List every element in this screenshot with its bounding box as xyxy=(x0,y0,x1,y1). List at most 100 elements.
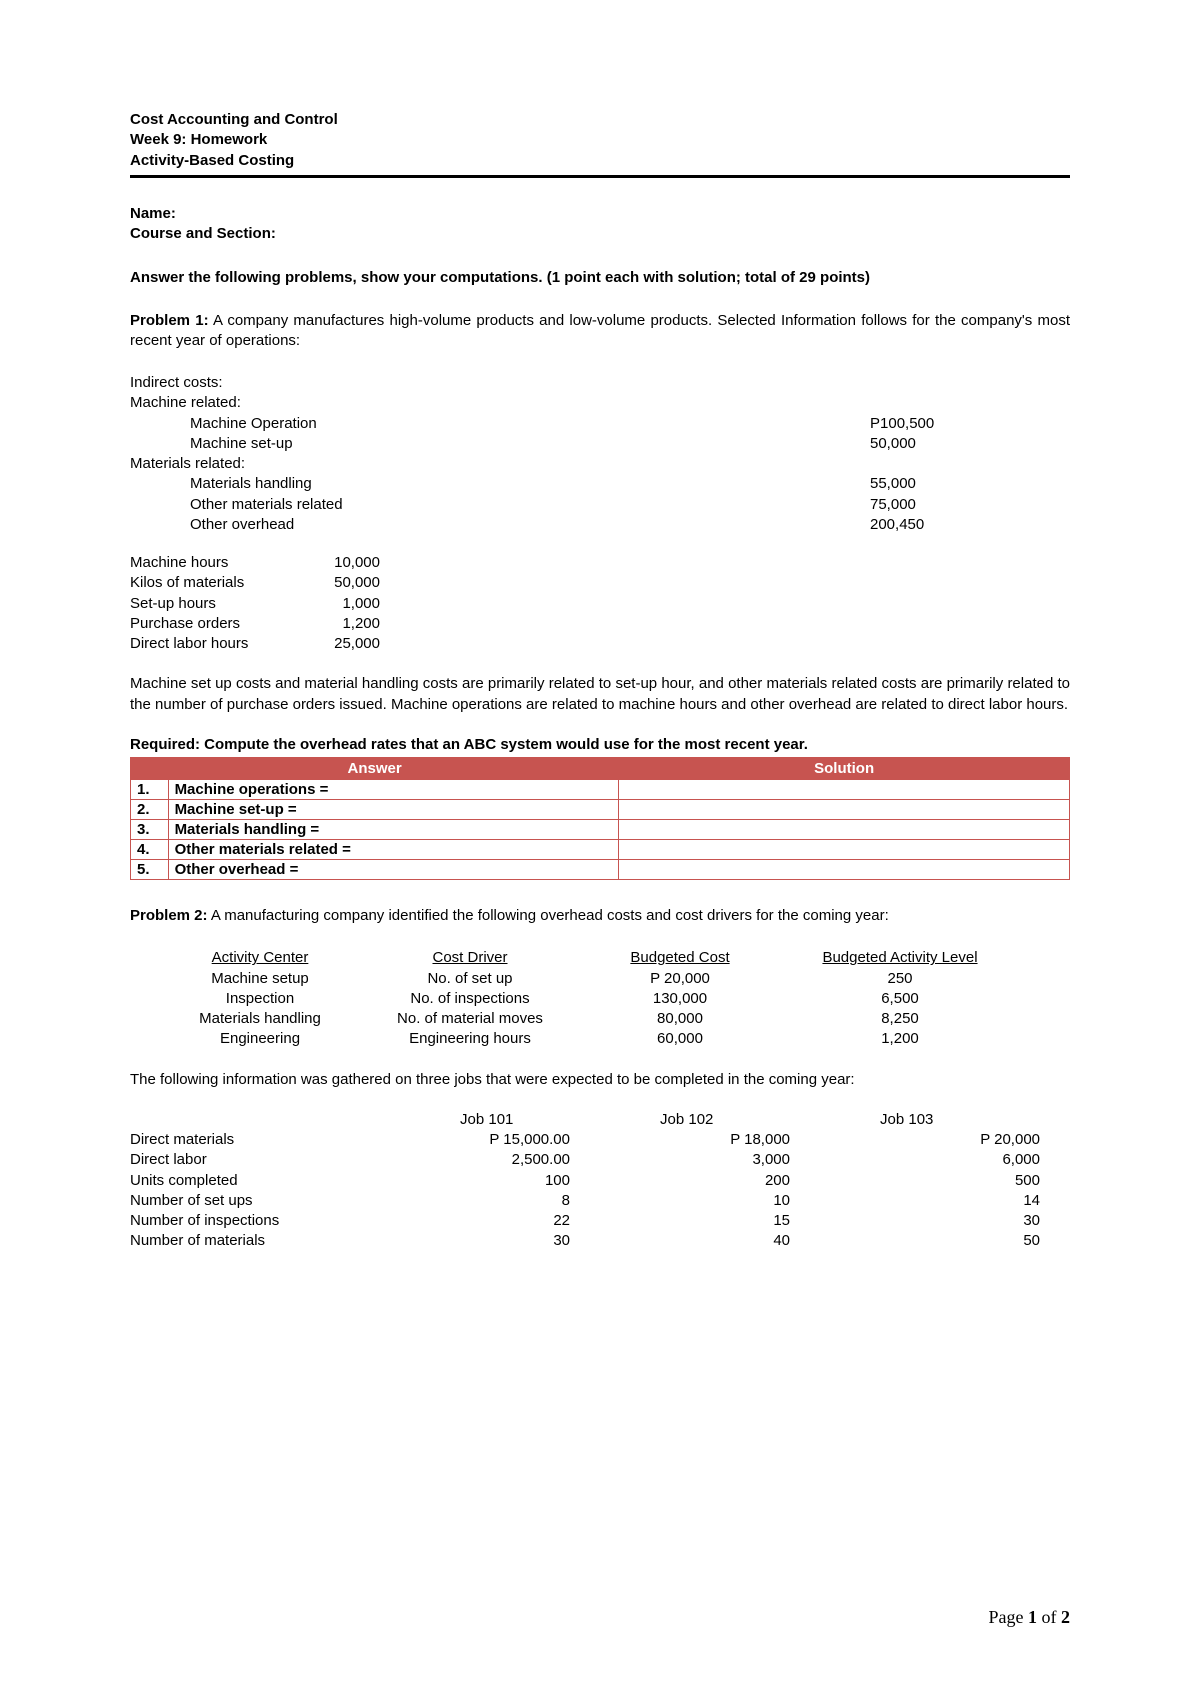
row-answer: Machine set-up = xyxy=(168,800,619,820)
page-footer: Page 1 of 2 xyxy=(989,1607,1071,1628)
problem2-jobs-intro: The following information was gathered o… xyxy=(130,1070,1070,1090)
cost-label: Materials handling xyxy=(130,474,870,494)
p2-cost: 60,000 xyxy=(580,1029,780,1049)
jobs-v2: 200 xyxy=(600,1171,820,1191)
row-num: 1. xyxy=(131,780,169,800)
jobs-h2: Job 102 xyxy=(600,1110,820,1130)
drivers-table: Machine hours 10,000 Kilos of materials … xyxy=(130,553,1070,654)
driver-row: Purchase orders 1,200 xyxy=(130,614,1070,634)
p2-center: Machine setup xyxy=(160,969,360,989)
cost-row-machine-setup: Machine set-up 50,000 xyxy=(130,434,1070,454)
p2-level: 250 xyxy=(780,969,1020,989)
p2-level: 8,250 xyxy=(780,1009,1020,1029)
p2-center: Materials handling xyxy=(160,1009,360,1029)
driver-value: 10,000 xyxy=(300,553,380,573)
row-num: 2. xyxy=(131,800,169,820)
p2-cost: P 20,000 xyxy=(580,969,780,989)
jobs-data-row: Number of set ups 8 10 14 xyxy=(130,1191,1070,1211)
row-answer: Materials handling = xyxy=(168,820,619,840)
jobs-table: Job 101 Job 102 Job 103 Direct materials… xyxy=(130,1110,1070,1252)
jobs-v3: 50 xyxy=(820,1231,1040,1251)
header-line-3: Activity-Based Costing xyxy=(130,151,1070,171)
materials-related-title: Materials related: xyxy=(130,454,1070,474)
driver-row: Direct labor hours 25,000 xyxy=(130,634,1070,654)
jobs-v3: 500 xyxy=(820,1171,1040,1191)
table-row: 2. Machine set-up = xyxy=(131,800,1070,820)
machine-related-title: Machine related: xyxy=(130,393,1070,413)
header-line-1: Cost Accounting and Control xyxy=(130,110,1070,130)
identity-block: Name: Course and Section: xyxy=(130,204,1070,245)
cost-row-other-materials: Other materials related 75,000 xyxy=(130,495,1070,515)
driver-value: 25,000 xyxy=(300,634,380,654)
table-row: 5. Other overhead = xyxy=(131,860,1070,880)
driver-label: Kilos of materials xyxy=(130,573,300,593)
row-answer: Machine operations = xyxy=(168,780,619,800)
p2-driver: No. of set up xyxy=(360,969,580,989)
cost-label: Other materials related xyxy=(130,495,870,515)
jobs-v1: 30 xyxy=(400,1231,600,1251)
problem2-label: Problem 2: xyxy=(130,907,208,924)
problem2-activity-table: Activity Center Cost Driver Budgeted Cos… xyxy=(160,948,1040,1049)
p2-level: 6,500 xyxy=(780,989,1020,1009)
driver-label: Machine hours xyxy=(130,553,300,573)
driver-value: 1,000 xyxy=(300,594,380,614)
p2-data-row: Materials handling No. of material moves… xyxy=(160,1009,1040,1029)
p2-level: 1,200 xyxy=(780,1029,1020,1049)
cost-value: 200,450 xyxy=(870,515,1070,535)
problem1-intro: Problem 1: A company manufactures high-v… xyxy=(130,311,1070,352)
jobs-label: Direct labor xyxy=(130,1150,400,1170)
jobs-v3: 6,000 xyxy=(820,1150,1040,1170)
row-num: 4. xyxy=(131,840,169,860)
p2-header-row: Activity Center Cost Driver Budgeted Cos… xyxy=(160,948,1040,968)
driver-label: Direct labor hours xyxy=(130,634,300,654)
cost-row-materials-handling: Materials handling 55,000 xyxy=(130,474,1070,494)
jobs-v3: P 20,000 xyxy=(820,1130,1040,1150)
cost-value: 55,000 xyxy=(870,474,1070,494)
row-solution xyxy=(619,820,1070,840)
problem1-intro-text: A company manufactures high-volume produ… xyxy=(130,312,1070,349)
problem1-required: Required: Compute the overhead rates tha… xyxy=(130,735,1070,755)
p2-cost: 80,000 xyxy=(580,1009,780,1029)
p2-driver: No. of inspections xyxy=(360,989,580,1009)
driver-row: Machine hours 10,000 xyxy=(130,553,1070,573)
p2-data-row: Machine setup No. of set up P 20,000 250 xyxy=(160,969,1040,989)
problem1-explanation: Machine set up costs and material handli… xyxy=(130,674,1070,715)
cost-value: P100,500 xyxy=(870,414,1070,434)
jobs-v3: 14 xyxy=(820,1191,1040,1211)
jobs-v2: 40 xyxy=(600,1231,820,1251)
course-label: Course and Section: xyxy=(130,224,1070,244)
row-solution xyxy=(619,860,1070,880)
p2-center: Inspection xyxy=(160,989,360,1009)
jobs-header-row: Job 101 Job 102 Job 103 xyxy=(130,1110,1070,1130)
cost-label: Machine set-up xyxy=(130,434,870,454)
p2-cost: 130,000 xyxy=(580,989,780,1009)
jobs-data-row: Direct materials P 15,000.00 P 18,000 P … xyxy=(130,1130,1070,1150)
instructions-text: Answer the following problems, show your… xyxy=(130,268,1070,288)
jobs-label: Direct materials xyxy=(130,1130,400,1150)
jobs-h1: Job 101 xyxy=(400,1110,600,1130)
footer-current: 1 xyxy=(1028,1607,1037,1627)
jobs-empty-cell xyxy=(130,1110,400,1130)
jobs-v1: 22 xyxy=(400,1211,600,1231)
row-solution xyxy=(619,800,1070,820)
p2-data-row: Inspection No. of inspections 130,000 6,… xyxy=(160,989,1040,1009)
cost-row-machine-operation: Machine Operation P100,500 xyxy=(130,414,1070,434)
p2-driver: Engineering hours xyxy=(360,1029,580,1049)
table-row: 4. Other materials related = xyxy=(131,840,1070,860)
cost-label: Other overhead xyxy=(130,515,870,535)
p2-data-row: Engineering Engineering hours 60,000 1,2… xyxy=(160,1029,1040,1049)
driver-label: Purchase orders xyxy=(130,614,300,634)
th-answer: Answer xyxy=(131,758,619,780)
footer-prefix: Page xyxy=(989,1607,1029,1627)
jobs-v2: 10 xyxy=(600,1191,820,1211)
indirect-costs-section: Indirect costs: Machine related: Machine… xyxy=(130,373,1070,535)
cost-row-other-overhead: Other overhead 200,450 xyxy=(130,515,1070,535)
document-page: Cost Accounting and Control Week 9: Home… xyxy=(0,0,1200,1342)
jobs-label: Number of materials xyxy=(130,1231,400,1251)
problem1-label: Problem 1: xyxy=(130,312,209,329)
header-line-2: Week 9: Homework xyxy=(130,130,1070,150)
document-header: Cost Accounting and Control Week 9: Home… xyxy=(130,110,1070,178)
footer-total: 2 xyxy=(1061,1607,1070,1627)
problem2-intro: Problem 2: A manufacturing company ident… xyxy=(130,906,1070,926)
jobs-data-row: Number of materials 30 40 50 xyxy=(130,1231,1070,1251)
